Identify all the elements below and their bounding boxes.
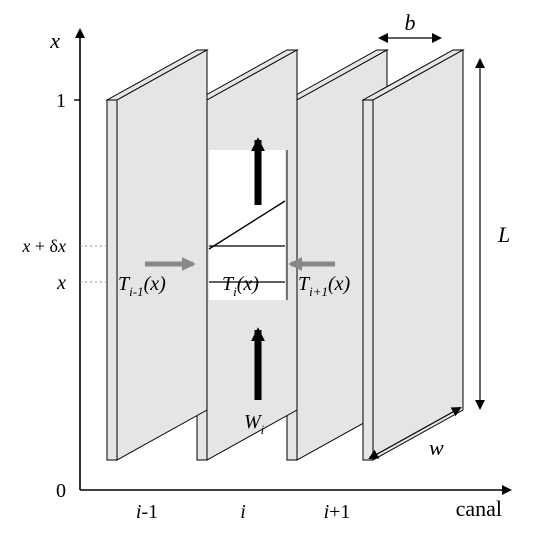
guide-x: x [56,272,66,294]
ytick-0: 0 [56,480,66,502]
y-axis-label: x [49,28,60,53]
guide-xdx: x + δx [21,236,66,256]
idx-i+1: i+1 [324,501,351,523]
x-axis-label: canal [456,496,502,521]
dim-b: b [405,10,416,35]
idx-i: i [240,501,246,523]
ytick-1: 1 [56,90,66,112]
idx-i-1: i-1 [136,501,158,523]
dim-L: L [497,222,510,247]
dim-w: w [429,435,444,460]
